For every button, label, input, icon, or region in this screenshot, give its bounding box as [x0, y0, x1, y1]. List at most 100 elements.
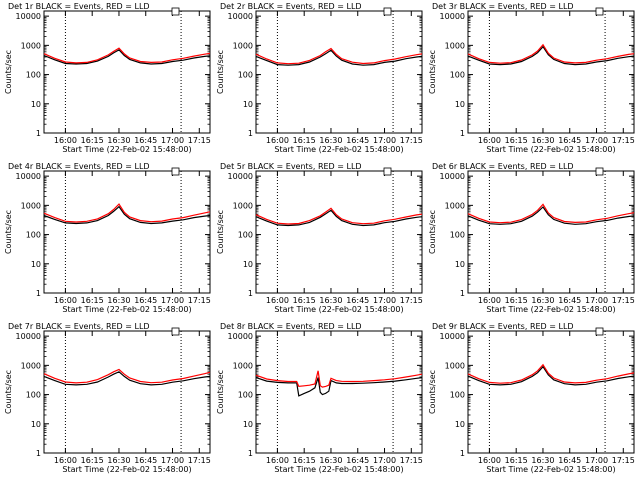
marker-box: [595, 327, 604, 336]
y-tick-label: 100: [26, 71, 41, 80]
x-tick-label: 16:30: [531, 296, 554, 305]
detector-panel: 1 10 100 1000 10000 16:00 16:15 16:30 16:45 17:00…: [216, 2, 423, 154]
x-tick-label: 16:00: [478, 296, 501, 305]
x-tick-label: 17:15: [612, 136, 635, 145]
y-tick-label: 1000: [445, 201, 465, 210]
x-tick-label: 16:15: [81, 296, 104, 305]
plot-frame: [43, 10, 211, 134]
y-tick-label: 1: [36, 129, 41, 138]
y-axis-label: Counts/sec: [4, 370, 13, 414]
x-tick-label: 17:15: [400, 136, 423, 145]
x-tick-label: 17:15: [188, 136, 211, 145]
y-tick-label: 10000: [228, 172, 253, 181]
x-tick-label: 17:00: [373, 456, 396, 465]
x-tick-label: 17:00: [161, 136, 184, 145]
y-tick-label: 10000: [440, 332, 465, 341]
x-tick-label: 16:15: [505, 296, 528, 305]
x-tick-label: 16:30: [319, 136, 342, 145]
marker-box: [383, 167, 392, 176]
x-axis-label: Start Time (22-Feb-02 15:48:00): [274, 465, 403, 474]
series-line-events: [43, 49, 211, 65]
x-tick-label: 16:15: [81, 136, 104, 145]
marker-box: [595, 7, 604, 16]
y-tick-label: 10000: [228, 332, 253, 341]
y-tick-label: 1: [36, 449, 41, 458]
series-line-events: [43, 371, 211, 386]
x-tick-label: 16:15: [505, 456, 528, 465]
y-tick-label: 10: [455, 420, 465, 429]
series-line-lld: [43, 203, 211, 223]
x-tick-label: 16:30: [319, 296, 342, 305]
y-tick-label: 100: [238, 71, 253, 80]
y-tick-label: 1: [248, 449, 253, 458]
x-tick-label: 16:00: [478, 136, 501, 145]
marker-box: [595, 167, 604, 176]
y-tick-label: 10000: [16, 172, 41, 181]
panel-title: Det 2r BLACK = Events, RED = LLD: [220, 2, 362, 11]
y-axis-label: Counts/sec: [4, 210, 13, 254]
series-line-lld: [467, 43, 635, 64]
y-tick-label: 10000: [16, 12, 41, 21]
panel-title: Det 5r BLACK = Events, RED = LLD: [220, 162, 362, 171]
x-tick-label: 16:45: [346, 136, 369, 145]
y-tick-label: 10: [31, 260, 41, 269]
detector-panel: 1 10 100 1000 10000 16:00 16:15 16:30 16:45 17:00…: [428, 2, 635, 154]
y-tick-label: 10: [455, 260, 465, 269]
y-tick-label: 100: [26, 231, 41, 240]
x-tick-label: 17:00: [373, 296, 396, 305]
y-tick-label: 10: [31, 100, 41, 109]
x-tick-label: 16:15: [81, 456, 104, 465]
x-tick-label: 16:45: [134, 296, 157, 305]
x-tick-label: 16:15: [505, 136, 528, 145]
y-tick-label: 1000: [233, 201, 253, 210]
marker-box: [171, 7, 180, 16]
y-tick-label: 100: [450, 391, 465, 400]
plot-frame: [43, 330, 211, 454]
y-tick-label: 100: [450, 71, 465, 80]
marker-box: [171, 327, 180, 336]
x-tick-label: 17:15: [188, 296, 211, 305]
y-tick-label: 10000: [228, 12, 253, 21]
y-tick-label: 10: [243, 100, 253, 109]
x-tick-label: 16:30: [107, 136, 130, 145]
x-tick-label: 16:45: [346, 456, 369, 465]
x-tick-label: 17:00: [373, 136, 396, 145]
y-axis-label: Counts/sec: [428, 370, 437, 414]
x-tick-label: 17:00: [161, 456, 184, 465]
x-tick-label: 16:30: [107, 296, 130, 305]
series-line-events: [467, 365, 635, 386]
y-axis-label: Counts/sec: [428, 210, 437, 254]
series-line-lld: [255, 370, 423, 388]
panel-title: Det 7r BLACK = Events, RED = LLD: [8, 322, 150, 331]
series-line-events: [255, 49, 423, 66]
marker-box: [383, 327, 392, 336]
x-tick-label: 16:30: [531, 456, 554, 465]
marker-box: [171, 167, 180, 176]
series-line-events: [43, 205, 211, 225]
y-tick-label: 1000: [233, 361, 253, 370]
plot-frame: [255, 10, 423, 134]
series-line-events: [467, 206, 635, 225]
x-tick-label: 16:00: [54, 296, 77, 305]
panel-title: Det 4r BLACK = Events, RED = LLD: [8, 162, 150, 171]
x-tick-label: 16:00: [266, 136, 289, 145]
series-line-lld: [43, 368, 211, 384]
x-tick-label: 16:15: [293, 136, 316, 145]
plot-frame: [255, 330, 423, 454]
panel-title: Det 6r BLACK = Events, RED = LLD: [432, 162, 574, 171]
x-tick-label: 16:45: [134, 456, 157, 465]
y-axis-label: Counts/sec: [216, 210, 225, 254]
x-tick-label: 17:15: [612, 456, 635, 465]
y-tick-label: 1000: [21, 41, 41, 50]
series-line-events: [255, 209, 423, 227]
x-tick-label: 16:45: [558, 296, 581, 305]
detector-panel: 1 10 100 1000 10000 16:00 16:15 16:30 16:45 17:00…: [216, 162, 423, 314]
y-tick-label: 1: [248, 289, 253, 298]
x-tick-label: 17:15: [188, 456, 211, 465]
x-axis-label: Start Time (22-Feb-02 15:48:00): [62, 145, 191, 154]
series-line-lld: [467, 363, 635, 384]
series-line-lld: [255, 47, 423, 65]
y-tick-label: 10000: [16, 332, 41, 341]
y-tick-label: 10: [455, 100, 465, 109]
